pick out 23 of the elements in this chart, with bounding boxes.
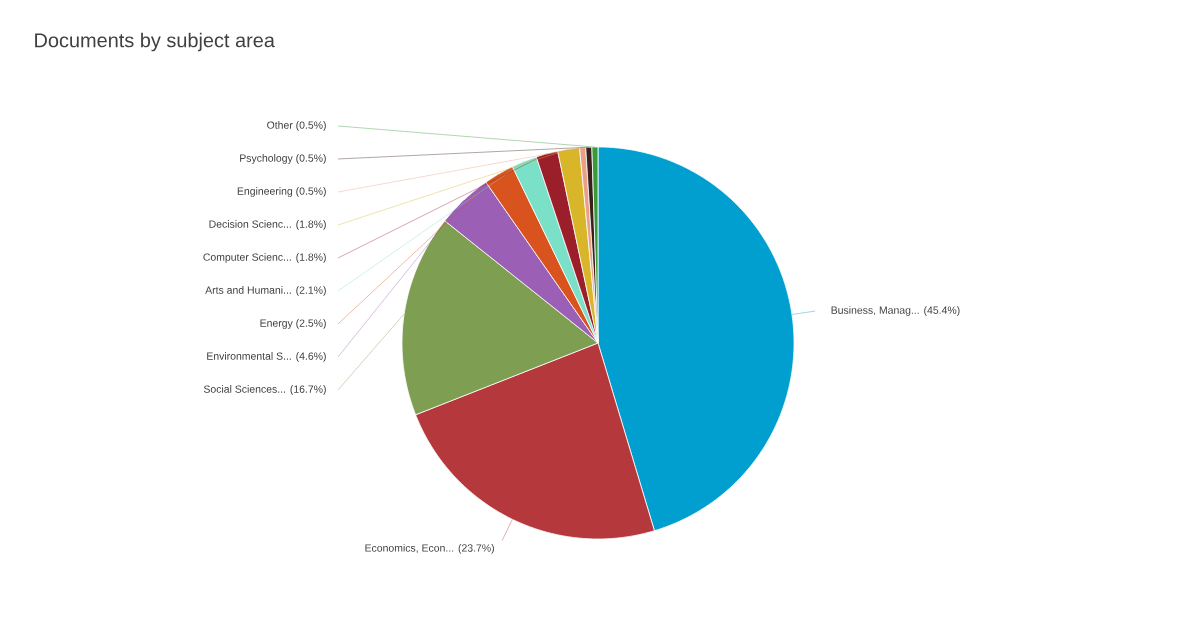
slice-label: Other: [267, 121, 293, 129]
data-label: (23.7%): [458, 544, 494, 554]
slice-label: Social Sciences...: [203, 385, 286, 393]
data-label: (2.5%): [296, 319, 326, 329]
chart-title: Documents by subject area: [35, 32, 275, 52]
legend-label: Business, Manag...: [831, 306, 919, 316]
slice-label: Environmental S...: [207, 352, 291, 360]
slice-label: Computer Scienc...: [203, 253, 291, 263]
slice-label: Decision Scienc...: [209, 220, 291, 228]
data-label: (1.8%): [296, 220, 326, 230]
data-label: (45.4%): [924, 306, 960, 316]
slice-label: Energy: [260, 319, 293, 329]
slice-label: Psychology: [240, 154, 293, 164]
slice-label: Economics, Econ...: [365, 544, 454, 553]
data-label: (0.5%): [296, 154, 326, 164]
slice-label: Arts and Humani...: [205, 286, 291, 294]
data-label: (16.7%): [290, 385, 326, 395]
data-label: (1.8%): [296, 253, 326, 263]
data-label: (0.5%): [296, 187, 326, 197]
data-label: (4.6%): [296, 352, 326, 362]
data-label: (2.1%): [296, 286, 326, 296]
slice-label: Engineering: [237, 187, 293, 197]
data-label: (0.5%): [296, 121, 326, 131]
